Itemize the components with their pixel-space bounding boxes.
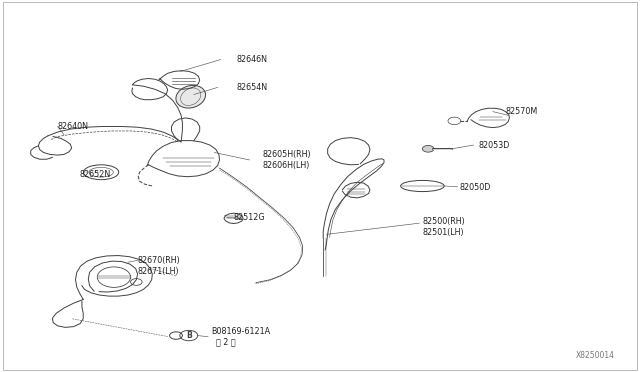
Text: 82646N: 82646N xyxy=(237,55,268,64)
Text: B: B xyxy=(186,331,191,340)
Text: B08169-6121A
  〈 2 〉: B08169-6121A 〈 2 〉 xyxy=(211,327,270,346)
Circle shape xyxy=(422,145,434,152)
Text: 82652N: 82652N xyxy=(80,170,111,179)
Text: X8250014: X8250014 xyxy=(575,351,614,360)
Text: 82053D: 82053D xyxy=(479,141,510,150)
Text: 82570M: 82570M xyxy=(506,107,538,116)
Text: 82670(RH)
82671(LH): 82670(RH) 82671(LH) xyxy=(138,256,180,276)
Ellipse shape xyxy=(176,85,205,108)
Text: 82512G: 82512G xyxy=(234,213,265,222)
Text: 82050D: 82050D xyxy=(460,183,491,192)
Text: 82654N: 82654N xyxy=(237,83,268,92)
Text: 82640N: 82640N xyxy=(58,122,88,131)
Text: 82605H(RH)
82606H(LH): 82605H(RH) 82606H(LH) xyxy=(262,150,311,170)
Text: 82500(RH)
82501(LH): 82500(RH) 82501(LH) xyxy=(422,217,465,237)
